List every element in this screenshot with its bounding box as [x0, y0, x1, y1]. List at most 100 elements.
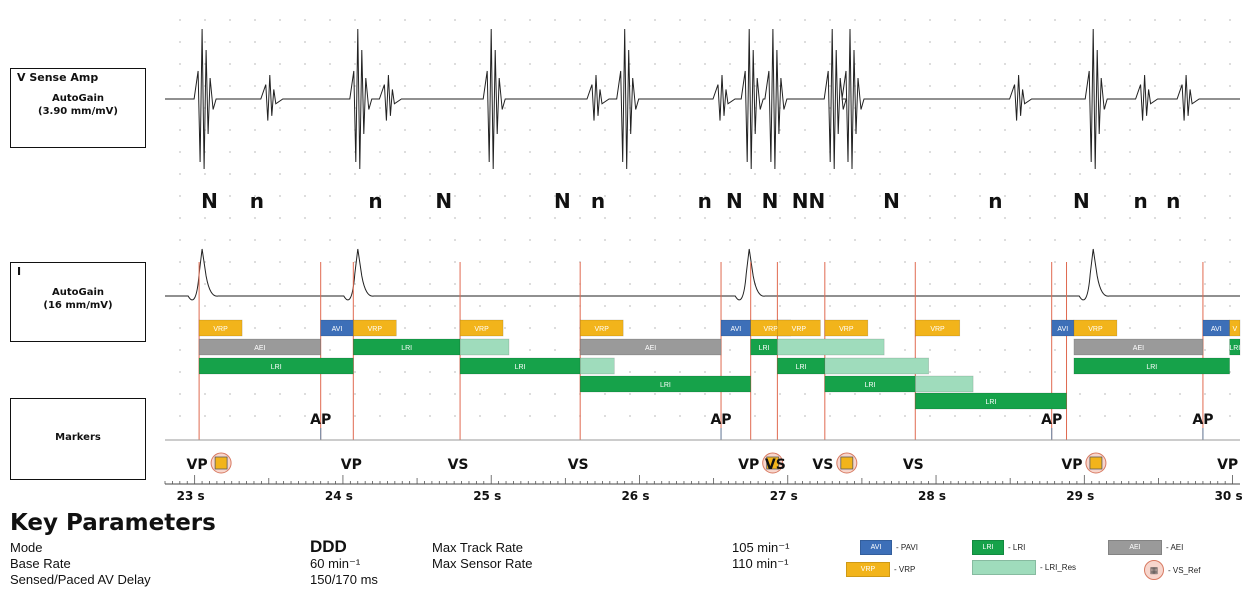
grid-dot — [479, 217, 481, 219]
grid-dot — [204, 173, 206, 175]
grid-dot — [1204, 349, 1206, 351]
grid-dot — [329, 261, 331, 263]
grid-dot — [279, 85, 281, 87]
grid-dot — [354, 195, 356, 197]
grid-dot — [179, 217, 181, 219]
grid-dot — [1054, 261, 1056, 263]
grid-dot — [229, 19, 231, 21]
grid-dot — [429, 327, 431, 329]
grid-dot — [954, 371, 956, 373]
grid-dot — [1179, 261, 1181, 263]
aei-legend-text: - AEI — [1166, 543, 1184, 552]
timing-bar-label: AVI — [332, 326, 343, 333]
grid-dot — [504, 129, 506, 131]
grid-dot — [254, 415, 256, 417]
grid-dot — [1129, 327, 1131, 329]
timing-bar-vrp — [1073, 319, 1118, 337]
grid-dot — [1154, 63, 1156, 65]
grid-dot — [729, 19, 731, 21]
sense-annotation: n — [368, 189, 382, 213]
grid-dot — [504, 283, 506, 285]
grid-dot — [1079, 85, 1081, 87]
grid-dot — [504, 19, 506, 21]
grid-dot — [479, 129, 481, 131]
grid-dot — [404, 415, 406, 417]
grid-dot — [904, 63, 906, 65]
grid-dot — [179, 371, 181, 373]
grid-dot — [904, 151, 906, 153]
av-delay-label: Sensed/Paced AV Delay — [10, 572, 151, 587]
markers-title: Markers — [55, 432, 101, 443]
grid-dot — [854, 283, 856, 285]
grid-dot — [679, 283, 681, 285]
grid-dot — [529, 129, 531, 131]
grid-dot — [1129, 107, 1131, 109]
background-grid — [179, 19, 1231, 417]
time-axis-label: 23 s — [177, 489, 205, 503]
grid-dot — [829, 415, 831, 417]
grid-dot — [754, 19, 756, 21]
grid-dot — [854, 393, 856, 395]
grid-dot — [1079, 19, 1081, 21]
grid-dot — [429, 239, 431, 241]
grid-dot — [1204, 283, 1206, 285]
grid-dot — [1054, 173, 1056, 175]
grid-dot — [1079, 217, 1081, 219]
grid-dot — [629, 261, 631, 263]
grid-dot — [1229, 239, 1231, 241]
grid-dot — [329, 349, 331, 351]
grid-dot — [654, 107, 656, 109]
ventricular-marker: VS — [812, 457, 833, 473]
grid-dot — [1029, 415, 1031, 417]
grid-dot — [429, 261, 431, 263]
grid-dot — [1104, 305, 1106, 307]
grid-dot — [1229, 261, 1231, 263]
grid-dot — [579, 19, 581, 21]
ventricular-marker: VS — [903, 457, 924, 473]
lri-res-swatch — [972, 560, 1036, 575]
grid-dot — [1129, 261, 1131, 263]
timing-bar-label: LRI — [985, 399, 996, 406]
grid-dot — [1029, 107, 1031, 109]
grid-dot — [1129, 41, 1131, 43]
grid-dot — [454, 239, 456, 241]
grid-dot — [304, 41, 306, 43]
grid-dot — [1054, 195, 1056, 197]
grid-dot — [1004, 19, 1006, 21]
grid-dot — [1229, 283, 1231, 285]
grid-dot — [804, 393, 806, 395]
grid-dot — [1029, 151, 1031, 153]
grid-dot — [1179, 415, 1181, 417]
grid-dot — [1104, 239, 1106, 241]
grid-dot — [1104, 261, 1106, 263]
grid-dot — [629, 239, 631, 241]
ventricular-marker: VS — [568, 457, 589, 473]
grid-dot — [879, 19, 881, 21]
grid-dot — [179, 151, 181, 153]
grid-dot — [529, 327, 531, 329]
grid-dot — [1029, 261, 1031, 263]
grid-dot — [479, 261, 481, 263]
avi-swatch: AVI — [860, 540, 892, 555]
grid-dot — [1029, 349, 1031, 351]
grid-dot — [554, 261, 556, 263]
grid-dot — [179, 239, 181, 241]
grid-dot — [329, 85, 331, 87]
grid-dot — [504, 239, 506, 241]
grid-dot — [579, 195, 581, 197]
grid-dot — [1204, 41, 1206, 43]
grid-dot — [804, 173, 806, 175]
grid-dot — [579, 151, 581, 153]
grid-dot — [329, 393, 331, 395]
grid-dot — [1004, 63, 1006, 65]
grid-dot — [254, 195, 256, 197]
grid-dot — [279, 107, 281, 109]
grid-dot — [979, 151, 981, 153]
grid-dot — [629, 63, 631, 65]
grid-dot — [329, 19, 331, 21]
grid-dot — [379, 85, 381, 87]
grid-dot — [929, 415, 931, 417]
sense-annotation: N — [1073, 189, 1090, 213]
grid-dot — [279, 261, 281, 263]
time-axis-label: 27 s — [770, 489, 798, 503]
